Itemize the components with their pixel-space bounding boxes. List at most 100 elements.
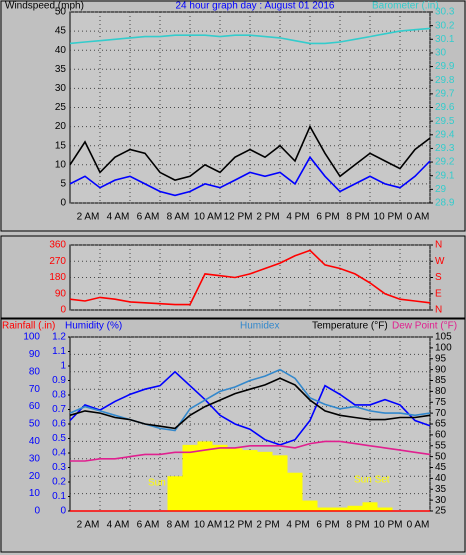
series-line: [69, 249, 431, 306]
y2-tick-label: 30: [435, 48, 447, 59]
x-tick-label: 2 PM: [256, 520, 279, 531]
y2-tick-label: 29.9: [435, 61, 455, 72]
y2-tick-label: 55: [435, 440, 447, 451]
y-tick-label: 270: [49, 256, 66, 267]
y-tick-label: 0: [60, 198, 66, 209]
y-tick-label: 90: [29, 349, 41, 360]
y2-tick-label: 40: [435, 473, 447, 484]
x-tick-label: 8 AM: [167, 520, 190, 531]
y2-tick-label: 29.6: [435, 102, 455, 113]
legend-label: Rainfall (.in): [2, 321, 55, 332]
y-tick-label: 60: [29, 401, 41, 412]
y-tick-label: 30: [29, 453, 41, 464]
panel-frame: [0, 318, 466, 553]
series-line: [69, 370, 431, 446]
x-tick-label: 12 PM: [224, 212, 253, 223]
y3-tick-label: 0.9: [52, 375, 66, 386]
y-axis-title: Windspeed (mph): [5, 1, 84, 12]
y3-tick-label: 0.2: [52, 477, 66, 488]
y-tick-label: 35: [55, 64, 67, 75]
series-line: [69, 124, 431, 181]
solar-bar: [302, 500, 318, 511]
y-tick-label: 80: [29, 366, 41, 377]
x-tick-label: 6 PM: [316, 212, 339, 223]
y2-tick-label: 30.2: [435, 20, 455, 31]
y2-tick-label: 28.9: [435, 198, 455, 209]
solar-bar: [257, 451, 273, 511]
y2-tick-label: 35: [435, 484, 447, 495]
x-tick-label: 0 AM: [407, 212, 430, 223]
y2-tick-label: S: [435, 272, 442, 283]
x-tick-label: 0 AM: [407, 520, 430, 531]
y2-tick-label: 90: [435, 364, 447, 375]
y-tick-label: 90: [55, 288, 67, 299]
solar-bar: [227, 448, 243, 511]
solar-bar: [287, 472, 303, 511]
annotation: Sun Set: [354, 475, 390, 486]
y2-tick-label: 29.3: [435, 143, 455, 154]
y-tick-label: 0: [60, 305, 66, 316]
y3-tick-label: 1: [60, 361, 66, 372]
series-line: [69, 155, 431, 197]
solar-bar: [272, 455, 288, 511]
x-tick-label: 4 PM: [286, 520, 309, 531]
y3-tick-label: 0.6: [52, 419, 66, 430]
y-tick-label: 40: [29, 436, 41, 447]
y2-tick-label: 30.1: [435, 34, 455, 45]
y2-tick-label: E: [435, 288, 442, 299]
y-tick-label: 10: [55, 159, 67, 170]
solar-bar: [182, 444, 198, 511]
x-tick-label: 10 PM: [374, 520, 403, 531]
solar-bar: [317, 507, 333, 511]
y2-tick-label: 65: [435, 419, 447, 430]
x-tick-label: 6 PM: [316, 520, 339, 531]
y2-tick-label: 75: [435, 397, 447, 408]
y2-tick-label: 45: [435, 462, 447, 473]
y2-tick-label: 29.2: [435, 157, 455, 168]
solar-bar: [377, 507, 393, 511]
annotation: Sun Rise: [148, 478, 189, 489]
panel-frame: [0, 235, 466, 319]
y-tick-label: 180: [49, 272, 66, 283]
y2-tick-label: N: [435, 305, 442, 316]
y2-tick-label: 29: [435, 184, 447, 195]
y-tick-label: 70: [29, 384, 41, 395]
x-tick-label: 6 AM: [137, 520, 160, 531]
legend-label: Temperature (°F): [312, 321, 388, 332]
y-tick-label: 45: [55, 26, 67, 37]
y-tick-label: 5: [60, 179, 66, 190]
x-tick-label: 4 AM: [107, 520, 130, 531]
y2-tick-label: 29.4: [435, 129, 455, 140]
x-tick-label: 2 AM: [77, 212, 100, 223]
y3-tick-label: 0.7: [52, 404, 66, 415]
y2-tick-label: 25: [435, 506, 447, 517]
solar-bar: [347, 505, 363, 511]
y-tick-label: 20: [29, 471, 41, 482]
y3-tick-label: 0.4: [52, 448, 66, 459]
y2-tick-label: 30.3: [435, 7, 455, 18]
y2-tick-label: 60: [435, 430, 447, 441]
solar-bar: [242, 450, 258, 511]
y-tick-label: 100: [23, 332, 40, 343]
y2-tick-label: W: [435, 256, 445, 267]
y-tick-label: 360: [49, 240, 66, 251]
y-tick-label: 0: [34, 506, 40, 517]
y2-tick-label: 30: [435, 495, 447, 506]
solar-bar: [362, 502, 378, 511]
x-tick-label: 10 AM: [194, 212, 222, 223]
x-tick-label: 12 PM: [224, 520, 253, 531]
legend-label: Dew Point (°F): [392, 321, 457, 332]
solar-bar: [197, 441, 213, 511]
x-tick-label: 8 PM: [346, 212, 369, 223]
legend-label: Humidity (%): [65, 321, 122, 332]
y2-tick-label: N: [435, 240, 442, 251]
x-tick-label: 2 PM: [256, 212, 279, 223]
solar-bar: [332, 507, 348, 511]
y3-tick-label: 1.1: [52, 346, 66, 357]
y-tick-label: 40: [55, 45, 67, 56]
series-line: [69, 377, 431, 430]
x-tick-label: 2 AM: [77, 520, 100, 531]
y2-tick-label: 29.7: [435, 88, 455, 99]
y-tick-label: 50: [55, 7, 67, 18]
